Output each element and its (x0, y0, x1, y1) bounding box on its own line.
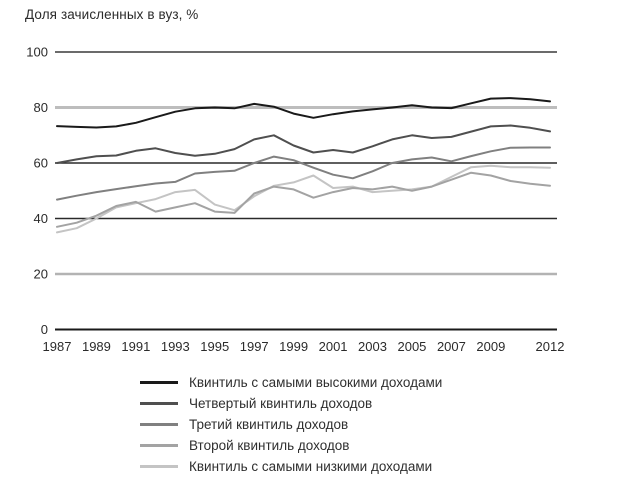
x-axis-tick-2007: 2007 (437, 339, 466, 354)
x-axis-tick-2003: 2003 (358, 339, 387, 354)
legend-swatch-2 (140, 423, 178, 426)
series-line-1 (56, 124, 551, 164)
y-axis-tick-80: 80 (34, 100, 48, 115)
legend-label-1: Четвертый квинтиль доходов (189, 396, 373, 411)
x-axis-tick-1995: 1995 (200, 339, 229, 354)
x-axis-tick-1991: 1991 (121, 339, 150, 354)
y-axis-tick-100: 100 (26, 45, 48, 60)
chart-title: Доля зачисленных в вуз, % (25, 7, 199, 22)
series-line-3 (56, 171, 551, 228)
legend-label-3: Второй квинтиль доходов (189, 438, 350, 453)
y-axis-tick-0: 0 (41, 322, 48, 337)
x-axis-tick-2009: 2009 (476, 339, 505, 354)
legend-swatch-1 (140, 402, 178, 405)
y-axis-tick-60: 60 (34, 156, 48, 171)
x-axis-tick-2005: 2005 (397, 339, 426, 354)
legend-label-2: Третий квинтиль доходов (189, 417, 349, 432)
x-axis-tick-1997: 1997 (240, 339, 269, 354)
series-line-2 (56, 146, 551, 201)
y-axis-tick-20: 20 (34, 267, 48, 282)
legend-label-4: Квинтиль с самыми низкими доходами (189, 459, 433, 474)
legend-item-2: Третий квинтиль доходов (140, 414, 442, 435)
x-axis-tick-2012: 2012 (536, 339, 565, 354)
y-axis-tick-40: 40 (34, 211, 48, 226)
legend-item-3: Второй квинтиль доходов (140, 435, 442, 456)
series-line-4 (56, 164, 551, 234)
x-axis-tick-1999: 1999 (279, 339, 308, 354)
x-axis-tick-1987: 1987 (43, 339, 72, 354)
legend-item-1: Четвертый квинтиль доходов (140, 393, 442, 414)
series-line-0 (56, 97, 551, 129)
legend-label-0: Квинтиль с самыми высокими доходами (189, 375, 443, 390)
x-axis-tick-1989: 1989 (82, 339, 111, 354)
legend-swatch-4 (140, 465, 178, 468)
legend-item-0: Квинтиль с самыми высокими доходами (140, 372, 442, 393)
legend-swatch-3 (140, 444, 178, 447)
chart-legend: Квинтиль с самыми высокими доходами Четве… (140, 372, 442, 477)
x-axis-tick-1993: 1993 (161, 339, 190, 354)
legend-swatch-0 (140, 381, 178, 384)
legend-item-4: Квинтиль с самыми низкими доходами (140, 456, 442, 477)
line-chart-plot-area: 0 20 40 60 80 100 1987 1989 1991 1993 1995 1997 1999… (26, 45, 565, 355)
x-axis-tick-2001: 2001 (319, 339, 348, 354)
